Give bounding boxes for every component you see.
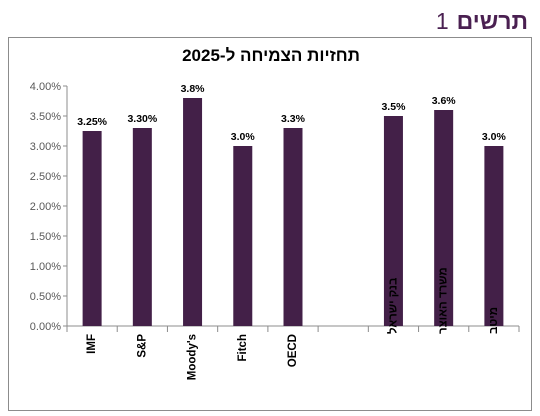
- data-label: 3.8%: [181, 83, 206, 95]
- x-tick-label: בנק ישראל: [386, 278, 399, 334]
- bar: [132, 128, 152, 326]
- bar: [434, 110, 454, 326]
- data-label: 3.5%: [381, 101, 406, 113]
- x-tick-label: Moody's: [187, 334, 199, 380]
- y-tick-label: 4.00%: [30, 81, 61, 93]
- data-label: 3.0%: [231, 131, 256, 143]
- y-tick-label: 2.00%: [30, 201, 61, 213]
- bar: [484, 146, 504, 326]
- x-tick-label: מיטב: [488, 307, 500, 334]
- data-label: 3.0%: [482, 131, 507, 143]
- page-heading-word: תרשים: [456, 8, 528, 34]
- y-tick-label: 3.50%: [30, 111, 61, 123]
- y-tick-label: 1.00%: [30, 261, 61, 273]
- bar: [383, 116, 403, 326]
- page-heading: תרשים 1: [436, 6, 528, 36]
- y-tick-label: 2.50%: [30, 171, 61, 183]
- x-tick-label: OECD: [287, 334, 299, 367]
- bar: [183, 98, 203, 326]
- bar: [82, 131, 102, 326]
- x-tick-label: S&P: [136, 334, 148, 358]
- bar-chart: תחזיות הצמיחה ל-2025 0.00% 0.50% 1.00% 1.50…: [30, 46, 520, 380]
- y-tick-label: 0.50%: [30, 291, 61, 303]
- plot-area: 0.00% 0.50% 1.00% 1.50% 2.00% 2.50% 3.00% 3.50%…: [30, 81, 520, 380]
- bar: [233, 146, 253, 326]
- data-label: 3.3%: [281, 113, 306, 125]
- chart-title: תחזיות הצמיחה ל-2025: [182, 46, 360, 65]
- page-heading-number: 1: [435, 8, 449, 34]
- chart-frame: תחזיות הצמיחה ל-2025 0.00% 0.50% 1.00% 1.50…: [8, 37, 532, 411]
- x-tick-label: Fitch: [237, 334, 249, 361]
- y-tick-label: 0.00%: [30, 321, 61, 333]
- data-label: 3.25%: [77, 116, 107, 128]
- y-tick-label: 1.50%: [30, 231, 61, 243]
- data-label: 3.30%: [127, 113, 157, 125]
- x-tick-label: משרד האוצר: [438, 267, 450, 334]
- data-label: 3.6%: [432, 95, 457, 107]
- x-tick-label: IMF: [86, 334, 98, 354]
- bar: [283, 128, 303, 326]
- y-tick-label: 3.00%: [30, 141, 61, 153]
